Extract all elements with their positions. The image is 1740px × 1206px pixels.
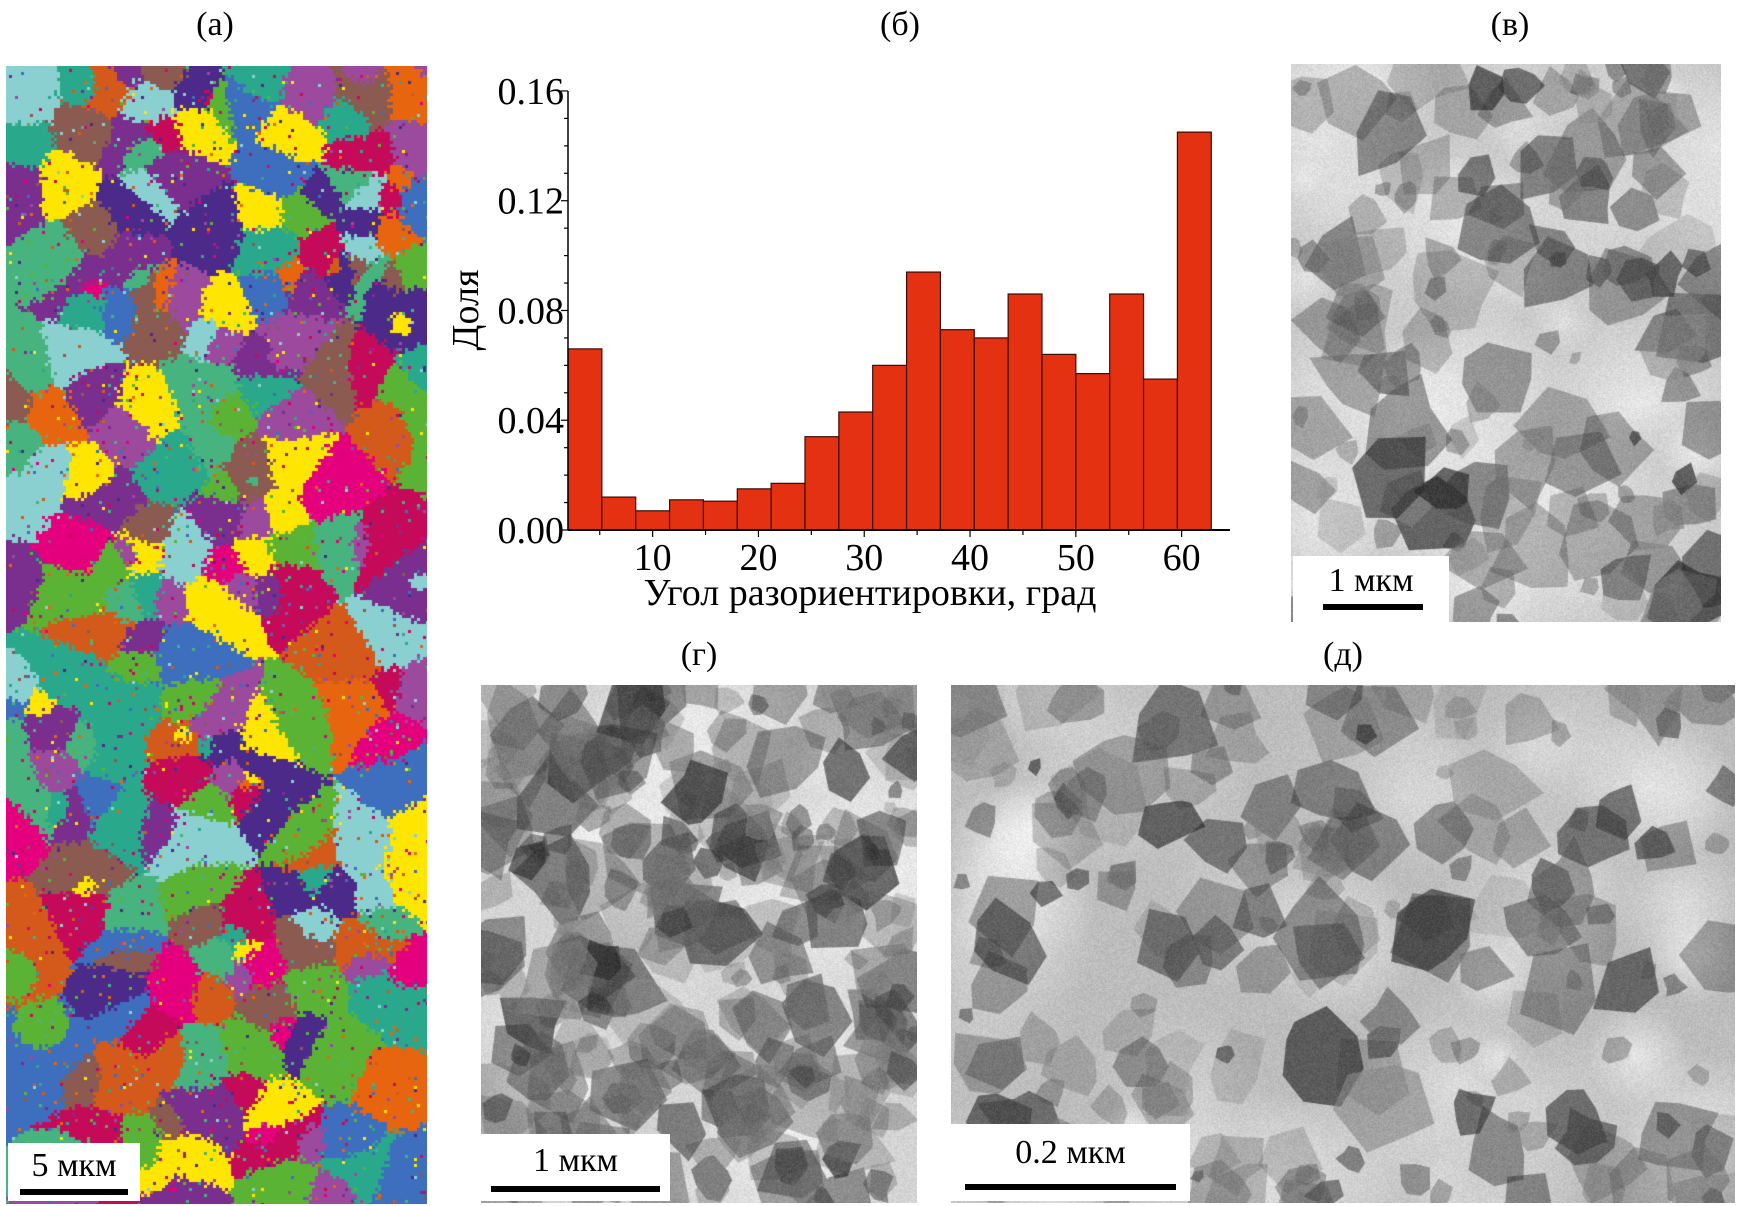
histogram-bar (1176, 131, 1212, 531)
histogram-bar (1109, 293, 1145, 531)
tem-image-d: 0.2 мкм (951, 685, 1735, 1203)
histogram-bar (770, 482, 806, 531)
scale-bar-v-label: 1 мкм (1328, 562, 1414, 599)
histogram-bar (736, 488, 772, 531)
scale-bar-v-line (1323, 604, 1423, 610)
x-tick-label: 50 (1057, 537, 1095, 579)
histogram-bar (838, 411, 874, 531)
scale-bar-g-label: 1 мкм (532, 1142, 619, 1179)
histogram-bar (1075, 372, 1111, 531)
histogram-bar (1041, 353, 1077, 531)
scale-bar-d: 0.2 мкм (951, 1124, 1190, 1201)
scale-bar-g-line (491, 1186, 660, 1192)
y-tick-label: 0.00 (498, 510, 565, 552)
ebsd-grain-map: 5 мкм (6, 66, 427, 1204)
x-tick-label: 20 (739, 537, 777, 579)
ebsd-grain-map-image (6, 66, 427, 1204)
histogram-bar (1007, 293, 1043, 531)
histogram-bar (939, 329, 975, 531)
scale-bar-a-label: 5 мкм (31, 1147, 117, 1184)
scale-bar-d-label: 0.2 мкм (1015, 1134, 1126, 1171)
panel-label-v: (в) (1490, 6, 1530, 43)
scale-bar-a: 5 мкм (8, 1143, 140, 1201)
scale-bar-a-line (20, 1189, 128, 1195)
axes: 10 20 30 40 50 60 0.00 0.04 0.08 0.12 0.16 (498, 71, 1230, 579)
tem-image-v-picture (1291, 64, 1721, 622)
scale-bar-v: 1 мкм (1293, 556, 1449, 622)
histogram-bar (601, 496, 637, 531)
histogram-bar (635, 510, 671, 531)
bars (567, 131, 1212, 531)
panel-label-g: (г) (680, 636, 718, 673)
histogram-bar (567, 348, 603, 531)
y-tick-label: 0.08 (498, 290, 565, 332)
y-tick-label: 0.16 (498, 71, 565, 113)
tem-image-g: 1 мкм (481, 685, 917, 1203)
y-axis-label: Доля (445, 270, 487, 351)
misorientation-histogram: 10 20 30 40 50 60 0.00 0.04 0.08 0.12 0.16 Угол ра… (445, 71, 1230, 614)
histogram-bar (702, 500, 738, 531)
histogram-bar (973, 337, 1009, 531)
panel-label-d: (д) (1323, 636, 1363, 673)
tem-image-d-picture (951, 685, 1735, 1203)
scale-bar-d-line (965, 1184, 1176, 1190)
histogram-bar (1142, 378, 1179, 531)
panel-label-a: (а) (196, 6, 234, 43)
x-tick-label: 10 (634, 537, 672, 579)
tem-image-g-picture (481, 685, 917, 1203)
panel-label-b: (б) (880, 6, 920, 43)
x-tick-label: 40 (951, 537, 989, 579)
histogram-bar (872, 364, 908, 531)
tem-image-v: 1 мкм (1291, 64, 1721, 622)
histogram-bar (804, 436, 840, 531)
histogram-bar (668, 499, 705, 531)
y-tick-label: 0.12 (498, 181, 565, 223)
y-tick-label: 0.04 (498, 400, 565, 442)
x-tick-label: 30 (845, 537, 883, 579)
scale-bar-g: 1 мкм (481, 1134, 670, 1201)
x-axis-label: Угол разориентировки, град (644, 572, 1097, 614)
histogram-bar (905, 271, 942, 531)
x-tick-label: 60 (1163, 537, 1201, 579)
